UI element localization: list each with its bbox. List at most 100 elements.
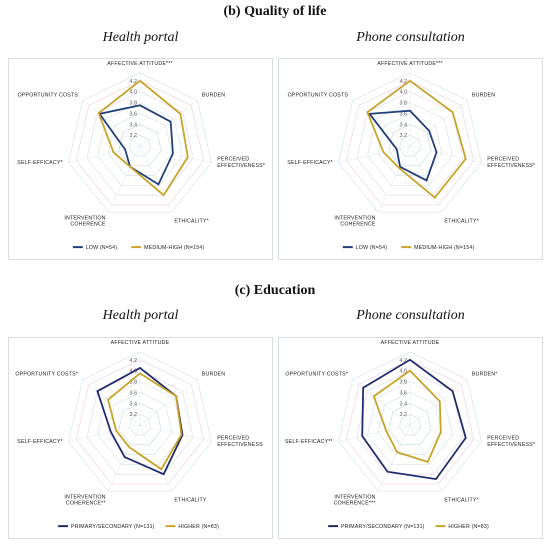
radar-chart-qol-phone-consultation: 3.2 3.4 3.6 3.8 4.0 4.2 AFFECTIVE ATTITUDE*** B…: [278, 58, 543, 260]
axis-label: OPPORTUNITY COSTS: [288, 93, 349, 99]
legend-label: PRIMARY/SECONDARY (N=131): [71, 524, 155, 530]
axis-label: AFFECTIVE ATTITUDE: [111, 340, 170, 346]
tick-label: 3.8: [129, 101, 137, 107]
axis-label: BURDEN: [472, 93, 495, 99]
axis-spoke: [377, 145, 411, 213]
tick-label: 3.4: [129, 401, 137, 407]
axis-label: ETHICALITY*: [174, 218, 208, 224]
axis-label: SELF-EFFICACY**: [285, 439, 333, 445]
tick-label: 3.2: [399, 412, 407, 418]
axis-label: COHERENCE***: [334, 501, 376, 507]
axis-label: BURDEN: [202, 93, 225, 99]
tick-label: 3.6: [129, 390, 137, 396]
series-line-2: [97, 79, 189, 197]
axis-label: BURDEN: [202, 372, 225, 378]
axis-label: COHERENCE: [340, 222, 376, 228]
tick-label: 3.8: [399, 101, 407, 107]
axis-spoke: [68, 145, 141, 163]
axis-spoke: [409, 424, 482, 442]
grid-ring: [367, 102, 453, 186]
grid-ring: [398, 134, 422, 157]
axis-label: OPPORTUNITY COSTS*: [15, 372, 78, 378]
tick-label: 3.6: [399, 390, 407, 396]
radar-svg-0: 3.2 3.4 3.6 3.8 4.0 4.2 AFFECTIVE ATTITUDE*** B…: [17, 61, 265, 251]
axis-spoke: [409, 424, 443, 492]
panel-title-qol-phone-consultation: Phone consultation: [356, 30, 465, 45]
series-line-2: [107, 372, 183, 471]
tick-label: 4.0: [399, 90, 407, 96]
axis-label: ETHICALITY*: [444, 497, 478, 503]
tick-label: 3.4: [129, 122, 137, 128]
grid-ring-outer: [338, 72, 482, 213]
series-line-1: [367, 109, 438, 182]
axis-label: BURDEN*: [472, 372, 498, 378]
grid-ring: [345, 359, 475, 485]
axis-label: ETHICALITY*: [444, 218, 478, 224]
tick-label: 3.8: [399, 380, 407, 386]
axis-spoke: [377, 424, 411, 492]
axis-label: PERCEIVED: [487, 157, 519, 163]
tick-label: 3.2: [399, 133, 407, 139]
section-title-quality-of-life: (b) Quality of life: [223, 4, 327, 19]
grid-ring: [86, 91, 194, 196]
axis-spoke: [352, 379, 411, 426]
tick-label: 4.0: [399, 369, 407, 375]
axis-spoke: [139, 424, 212, 442]
axis-spoke: [409, 379, 468, 426]
legend-label: LOW (N=54): [86, 245, 118, 251]
tick-label: 3.6: [129, 111, 137, 117]
panel-title-edu-health-portal: Health portal: [102, 308, 179, 323]
legend-label: HIGHER (N=83): [448, 524, 489, 530]
series-line-2: [372, 369, 442, 464]
grid-ring-outer: [68, 351, 212, 492]
axis-label: OPPORTUNITY COSTS*: [285, 372, 348, 378]
radar-chart-edu-phone-consultation: 3.2 3.4 3.6 3.8 4.0 4.2 AFFECTIVE ATTITUDE BURD…: [278, 337, 543, 539]
legend-item-2: MEDIUM-HIGH (N=154): [401, 245, 474, 251]
panel-title-qol-health-portal: Health portal: [102, 30, 179, 45]
axis-label: OPPORTUNITY COSTS: [18, 93, 79, 99]
legend-item-1: LOW (N=54): [72, 245, 118, 251]
axis-spoke: [139, 145, 173, 213]
axis-spoke: [409, 100, 468, 147]
grid-ring: [86, 370, 194, 475]
grid-ring-outer: [68, 72, 212, 213]
radar-chart-qol-health-portal: 3.2 3.4 3.6 3.8 4.0 4.2 AFFECTIVE ATTITUDE*** B…: [8, 58, 273, 260]
legend-label: MEDIUM-HIGH (N=154): [414, 245, 474, 251]
axis-label: EFFECTIVENESS*: [487, 163, 535, 169]
legend-item-1: LOW (N=54): [342, 245, 388, 251]
tick-label: 4.2: [129, 79, 137, 85]
axis-label: ETHICALITY: [174, 497, 207, 503]
tick-label: 3.4: [399, 122, 407, 128]
legend-label: LOW (N=54): [356, 245, 388, 251]
axis-spoke: [139, 100, 198, 147]
panel-title-edu-phone-consultation: Phone consultation: [356, 308, 465, 323]
grid-ring: [388, 123, 432, 167]
grid-ring: [377, 113, 443, 176]
axis-spoke: [107, 424, 141, 492]
axis-label: INTERVENTION: [64, 494, 105, 500]
grid-ring: [75, 359, 205, 485]
tick-label: 3.6: [399, 111, 407, 117]
axis-label: COHERENCE**: [66, 501, 106, 507]
series-line-1: [98, 104, 174, 186]
legend-item-2: MEDIUM-HIGH (N=154): [131, 245, 204, 251]
axis-label: INTERVENTION: [64, 215, 105, 221]
axis-label: SELF-EFFICACY*: [17, 160, 63, 166]
section-title-education: (c) Education: [234, 283, 316, 298]
radar-svg-1: 3.2 3.4 3.6 3.8 4.0 4.2 AFFECTIVE ATTITUDE*** B…: [287, 61, 535, 251]
axis-spoke: [139, 424, 173, 492]
axis-label: INTERVENTION: [334, 215, 375, 221]
axis-label: COHERENCE: [70, 222, 106, 228]
axis-spoke: [352, 100, 411, 147]
tick-label: 3.2: [129, 133, 137, 139]
tick-label: 4.2: [399, 358, 407, 364]
axis-label: EFFECTIVENESS*: [217, 163, 265, 169]
axis-spoke: [139, 145, 212, 163]
tick-label: 4.0: [129, 90, 137, 96]
series-line-1: [361, 358, 467, 481]
axis-label: AFFECTIVE ATTITUDE: [381, 340, 440, 346]
grid-ring: [388, 402, 432, 446]
radar-svg-3: 3.2 3.4 3.6 3.8 4.0 4.2 AFFECTIVE ATTITUDE BURD…: [285, 340, 535, 530]
grid-ring: [118, 402, 162, 446]
axis-label: SELF-EFFICACY*: [287, 160, 333, 166]
